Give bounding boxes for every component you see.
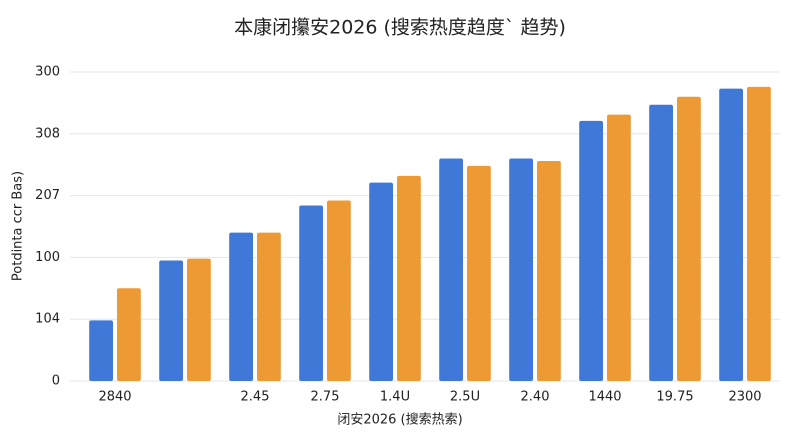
bar (89, 320, 113, 381)
bar (467, 165, 491, 381)
bar (607, 114, 631, 381)
bar (509, 158, 533, 381)
bar (579, 120, 603, 382)
bar (439, 158, 463, 381)
bar (117, 288, 141, 381)
bar (187, 258, 211, 381)
bar (327, 200, 351, 381)
x-tick-label: 2.40 (521, 390, 550, 405)
x-tick-label: 2.75 (311, 390, 340, 405)
bar (159, 260, 183, 381)
bar (369, 182, 393, 381)
y-tick-label: 308 (35, 126, 60, 141)
x-tick-label: 2300 (728, 390, 761, 405)
x-tick-label: 19.75 (656, 390, 693, 405)
y-tick-label: 104 (35, 312, 60, 327)
x-tick-label: 1440 (588, 390, 621, 405)
bar (537, 160, 561, 381)
y-tick-label: 300 (35, 65, 60, 80)
bar (677, 96, 701, 381)
bar (747, 86, 771, 381)
x-axis-title: 闭安2026 (搜索热索) (337, 413, 462, 428)
y-axis-title: Potdinta ccr Bas) (11, 171, 26, 281)
bar (299, 205, 323, 381)
bar (649, 104, 673, 381)
bar (229, 232, 253, 381)
x-tick-label: 2.45 (241, 390, 270, 405)
y-tick-label: 100 (35, 250, 60, 265)
x-tick-label: 2840 (98, 390, 131, 405)
y-tick-label: 0 (52, 374, 60, 389)
bar (397, 175, 421, 381)
bar (257, 232, 281, 381)
x-tick-label: 1.4U (380, 390, 410, 405)
x-tick-label: 2.5U (450, 390, 480, 405)
y-tick-label: 207 (35, 188, 60, 203)
chart-title: 本康闭攥安2026 (搜索热度趋度` 趋势) (234, 17, 566, 39)
bar (719, 88, 743, 381)
